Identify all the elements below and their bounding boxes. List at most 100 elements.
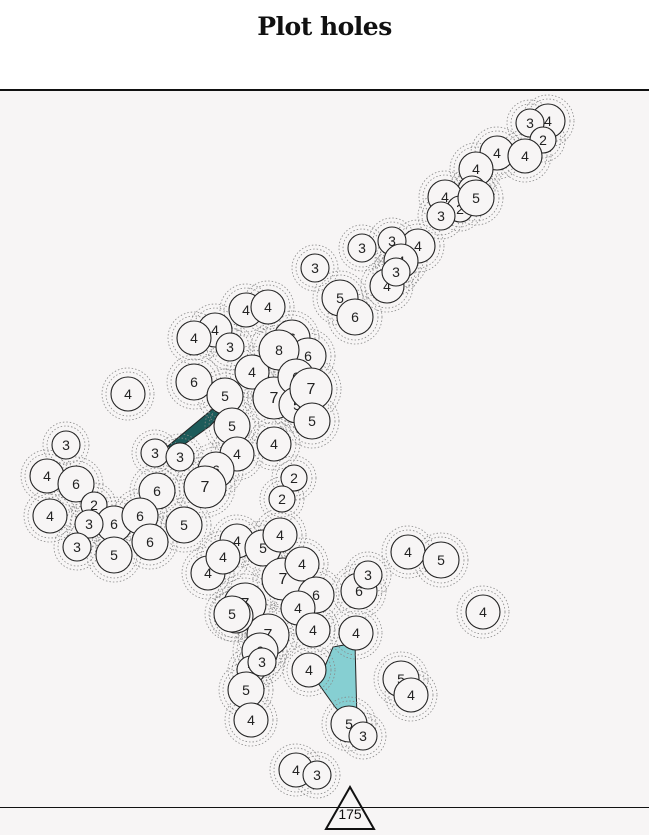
hole-label: 3 [73,539,81,555]
hole-halo-0 [348,555,388,595]
hole-circle [256,426,292,462]
hole-marker: 5 [457,179,495,217]
hole-circle [165,442,195,472]
page-title: Plot holes [257,12,392,41]
hole-label: 4 [242,302,250,318]
hole-circle [291,652,327,688]
hole-label: 5 [221,388,229,404]
hole-label: 6 [351,309,359,325]
hole-circle [347,233,377,263]
hole-marker: 3 [215,332,245,362]
hole-halo-0 [279,541,325,587]
hole-marker: 4 [295,612,331,648]
hole-label: 6 [304,348,312,364]
hole-halo-1 [282,643,336,697]
hole-label: 4 [248,364,256,380]
hole-label: 6 [146,534,154,550]
hole-halo-1 [384,668,438,722]
plot-svg: 4324443425343334435644446636547864575333… [20,94,575,830]
hole-label: 4 [414,238,422,254]
hole-label: 5 [472,190,480,206]
hole-circle [205,539,241,575]
hole-halo-0 [126,518,174,566]
hole-halo-0 [295,248,335,288]
hole-circle [393,677,429,713]
hole-circle [348,721,378,751]
hole-halo-0 [335,567,383,615]
hole-label: 3 [358,240,366,256]
hole-label: 3 [388,233,396,249]
hole-halo-0 [388,672,434,718]
hole-label: 3 [392,264,400,280]
page-marker: 175 [324,784,376,830]
hole-marker: 4 [291,652,327,688]
hole-circle [457,179,495,217]
hole-label: 8 [275,342,283,358]
hole-label: 5 [242,682,250,698]
hole-halo-1 [360,259,414,313]
bottom-rule [0,807,649,808]
hole-halo-1 [259,476,305,522]
hole-label: 4 [190,330,198,346]
hole-halo-0 [160,501,208,549]
hole-marker: 4 [393,677,429,713]
hole-halo-1 [271,455,317,501]
hole-label: 2 [456,201,464,217]
hole-halo-0 [178,460,232,514]
hole-circle [465,594,501,630]
hole-label: 4 [407,687,415,703]
hole-halo-0 [105,371,151,417]
hole-label: 7 [270,390,279,407]
hole-label: 5 [336,290,344,306]
hole-label: 4 [270,436,278,452]
hole-halo-0 [160,437,200,477]
hole-marker: 4 [507,138,543,174]
hole-label: 2 [539,132,547,148]
hole-marker: 2 [268,485,296,513]
hole-marker: 4 [29,458,65,494]
hole-label: 3 [226,339,234,355]
hole-label: 6 [153,483,161,499]
hole-label: 4 [404,544,412,560]
hole-circle [295,612,331,648]
triangle-marker-icon [324,784,376,830]
hole-label: 4 [124,386,132,402]
hole-marker: 6 [57,465,95,503]
hole-label: 3 [85,516,93,532]
hole-label: 3 [364,567,372,583]
hole-label: 2 [290,470,298,486]
hole-marker: 4 [176,320,212,356]
hole-circle [131,523,169,561]
hole-marker: 3 [247,647,277,677]
hole-marker: 5 [95,536,133,574]
hole-halo-1 [456,585,510,639]
hole-label: 7 [201,479,210,496]
hole-label: 6 [312,587,320,603]
hole-halo-0 [364,263,410,309]
header: Plot holes [0,0,649,90]
hole-label: 4 [211,322,219,338]
hole-circle [300,253,330,283]
hole-halo-0 [257,512,303,558]
hole-halo-1 [101,367,155,421]
hole-marker: 3 [381,257,411,287]
hole-marker: 4 [465,594,501,630]
hole-circle [62,532,92,562]
hole-halo-1 [224,693,278,747]
hole-halo-1 [42,421,90,469]
hole-circle [422,541,460,579]
hole-halo-1 [291,244,339,292]
hole-label: 5 [397,671,405,687]
hole-marker: 4 [262,517,298,553]
hole-marker: 4 [338,615,374,651]
hole-label: 4 [294,600,302,616]
hole-circle [280,464,308,492]
hole-marker: 3 [353,560,383,590]
hole-marker: 4 [250,289,286,325]
hole-marker: 4 [256,426,292,462]
hole-label: 4 [43,468,51,484]
hole-halo-0 [46,425,86,465]
hole-circle [338,615,374,651]
hole-label: 4 [544,113,552,129]
hole-label: 3 [151,445,159,461]
